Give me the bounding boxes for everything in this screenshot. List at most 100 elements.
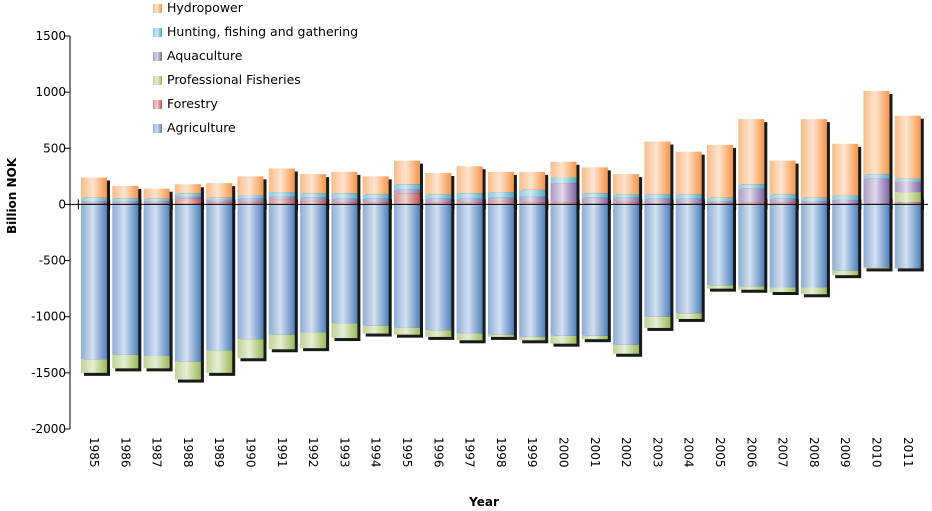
x-tick-label-2011: 2011 (901, 437, 915, 468)
bar-hydropower-2002 (613, 174, 640, 195)
bar-hunting-fishing-and-gathering-2000 (550, 177, 577, 184)
bar-hydropower-2004 (675, 151, 702, 195)
bar-aquaculture-1986 (112, 201, 139, 204)
bar-hunting-fishing-and-gathering-1998 (487, 192, 514, 198)
bar-forestry-2010 (863, 203, 890, 205)
bar-forestry-1993 (331, 202, 358, 205)
bar-aquaculture-2000 (550, 183, 577, 203)
bar-professional-fisheries-2002 (613, 344, 640, 354)
bar-professional-fisheries-1987 (143, 356, 170, 369)
bar-professional-fisheries-2001 (581, 335, 608, 340)
bar-hunting-fishing-and-gathering-2002 (613, 194, 640, 198)
legend-item-forestry: Forestry (153, 96, 218, 111)
y-tick-label: 1000 (35, 85, 66, 99)
bar-hunting-fishing-and-gathering-1999 (519, 189, 546, 197)
bar-forestry-1987 (143, 203, 170, 205)
bar-hydropower-1998 (487, 171, 514, 193)
x-tick-label-2005: 2005 (713, 437, 727, 468)
bar-aquaculture-2001 (581, 197, 608, 204)
bar-aquaculture-2007 (769, 198, 796, 203)
bars (81, 91, 924, 383)
bar-professional-fisheries-2011 (894, 192, 921, 203)
x-tick-label-2010: 2010 (870, 437, 884, 468)
x-tick-label-2001: 2001 (588, 437, 602, 468)
bar-agriculture-2008 (800, 204, 827, 288)
bar-hydropower-2005 (707, 144, 733, 198)
bar-forestry-1998 (487, 201, 514, 205)
bar-agriculture-2002 (613, 204, 640, 345)
bar-group-2006 (738, 119, 768, 293)
legend-item-agriculture: Agriculture (153, 120, 236, 135)
bar-aquaculture-1992 (300, 197, 327, 202)
bar-aquaculture-2008 (800, 201, 827, 204)
bar-aquaculture-2003 (644, 198, 671, 204)
bar-agriculture-1999 (519, 204, 546, 337)
bar-professional-fisheries-1985 (81, 359, 107, 373)
bar-group-1988 (174, 184, 204, 383)
bar-hunting-fishing-and-gathering-1988 (174, 193, 201, 197)
bar-professional-fisheries-2010 (863, 267, 890, 269)
bar-hydropower-2003 (644, 141, 671, 195)
bar-hunting-fishing-and-gathering-1994 (362, 194, 389, 199)
bar-forestry-2002 (613, 202, 640, 205)
bar-group-1998 (487, 171, 517, 340)
legend: Hydropower Hunting, fishing and gathering… (153, 0, 358, 135)
bar-hunting-fishing-and-gathering-2008 (800, 197, 827, 202)
bar-professional-fisheries-1990 (237, 339, 264, 359)
bar-group-1992 (300, 174, 330, 352)
bar-agriculture-2005 (707, 204, 733, 286)
bar-forestry-2003 (644, 203, 671, 205)
x-tick-label-2008: 2008 (807, 437, 821, 468)
bar-aquaculture-1998 (487, 197, 514, 202)
bar-aquaculture-2002 (613, 197, 640, 203)
bar-agriculture-1992 (300, 204, 327, 333)
x-tick-label-2006: 2006 (744, 437, 758, 468)
bar-aquaculture-1989 (206, 199, 233, 203)
bar-hydropower-2008 (800, 119, 827, 198)
bar-hunting-fishing-and-gathering-2010 (863, 174, 890, 179)
x-tick-label-1996: 1996 (431, 437, 445, 468)
bar-hunting-fishing-and-gathering-1995 (394, 184, 420, 190)
legend-label: Agriculture (167, 120, 236, 135)
bar-agriculture-2010 (863, 204, 890, 268)
bar-group-1989 (206, 183, 236, 376)
bar-forestry-1994 (362, 202, 389, 205)
bar-agriculture-1990 (237, 204, 264, 340)
legend-swatch (153, 4, 162, 13)
bar-forestry-2011 (894, 202, 921, 205)
bar-forestry-2005 (707, 203, 733, 205)
bar-professional-fisheries-1998 (487, 334, 514, 337)
bar-hydropower-1995 (394, 160, 420, 185)
bar-agriculture-1986 (112, 204, 139, 355)
bar-hunting-fishing-and-gathering-2001 (581, 193, 608, 198)
bar-forestry-1997 (456, 202, 483, 205)
bar-professional-fisheries-1986 (112, 354, 139, 369)
x-tick-label-1987: 1987 (150, 437, 164, 468)
bar-group-2001 (581, 167, 611, 343)
y-tick-label: -1000 (31, 310, 66, 324)
x-tick-label-1997: 1997 (463, 437, 477, 468)
bar-forestry-1988 (174, 198, 201, 205)
bar-aquaculture-2006 (738, 188, 765, 203)
x-tick-label-1991: 1991 (275, 437, 289, 468)
bar-professional-fisheries-1993 (331, 323, 358, 339)
bar-professional-fisheries-1995 (394, 327, 420, 335)
bar-hydropower-2001 (581, 167, 608, 194)
bar-professional-fisheries-1999 (519, 336, 546, 341)
bar-professional-fisheries-2000 (550, 335, 577, 344)
bar-professional-fisheries-2004 (675, 313, 702, 319)
bar-group-1997 (456, 166, 486, 344)
bar-aquaculture-1994 (362, 198, 389, 203)
bar-agriculture-2000 (550, 204, 577, 336)
bar-forestry-2007 (769, 202, 796, 205)
bar-aquaculture-1991 (268, 196, 295, 200)
x-tick-label-1992: 1992 (306, 437, 320, 468)
bar-group-2008 (800, 119, 830, 298)
legend-swatch (153, 28, 162, 37)
bar-agriculture-2003 (644, 204, 671, 317)
bar-hydropower-1997 (456, 166, 483, 194)
x-tick-label-1986: 1986 (118, 437, 132, 468)
bar-hydropower-1999 (519, 171, 546, 190)
bar-forestry-1999 (519, 202, 546, 205)
bar-agriculture-1998 (487, 204, 514, 335)
